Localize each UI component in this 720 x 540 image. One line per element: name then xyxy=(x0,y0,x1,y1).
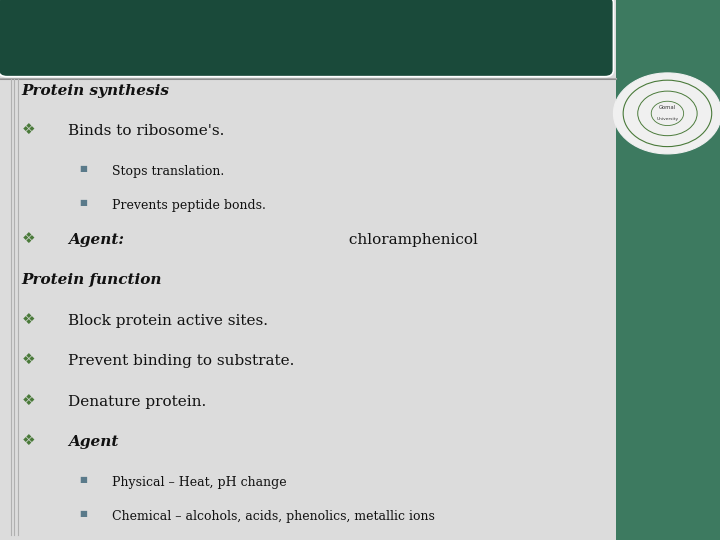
Text: Chemical – alcohols, acids, phenolics, metallic ions: Chemical – alcohols, acids, phenolics, m… xyxy=(112,510,434,523)
Text: chloramphenicol: chloramphenicol xyxy=(344,233,478,247)
Bar xyxy=(616,0,720,540)
Text: Denature protein.: Denature protein. xyxy=(68,395,207,409)
Text: Gomal: Gomal xyxy=(659,105,676,110)
Text: Prevent binding to substrate.: Prevent binding to substrate. xyxy=(68,354,294,368)
Text: Block protein active sites.: Block protein active sites. xyxy=(68,314,269,328)
Text: Stops translation.: Stops translation. xyxy=(112,165,224,178)
Text: ❖: ❖ xyxy=(22,433,35,448)
Circle shape xyxy=(613,73,720,154)
FancyBboxPatch shape xyxy=(0,0,613,77)
Text: ❖: ❖ xyxy=(22,352,35,367)
Text: Binds to ribosome's.: Binds to ribosome's. xyxy=(68,124,225,138)
Text: Agent: Agent xyxy=(68,435,119,449)
Text: ■: ■ xyxy=(79,475,87,484)
Text: ■: ■ xyxy=(79,198,87,207)
Text: Protein synthesis: Protein synthesis xyxy=(22,84,170,98)
Text: University: University xyxy=(657,118,678,122)
Text: Physical – Heat, pH change: Physical – Heat, pH change xyxy=(112,476,287,489)
Text: ■: ■ xyxy=(79,509,87,518)
Text: ■: ■ xyxy=(79,164,87,173)
Text: ❖: ❖ xyxy=(22,312,35,327)
Text: Agent:: Agent: xyxy=(68,233,125,247)
Text: Prevents peptide bonds.: Prevents peptide bonds. xyxy=(112,199,266,212)
Text: Protein function: Protein function xyxy=(22,273,162,287)
Text: ❖: ❖ xyxy=(22,393,35,408)
Text: ❖: ❖ xyxy=(22,122,35,137)
Text: ❖: ❖ xyxy=(22,231,35,246)
